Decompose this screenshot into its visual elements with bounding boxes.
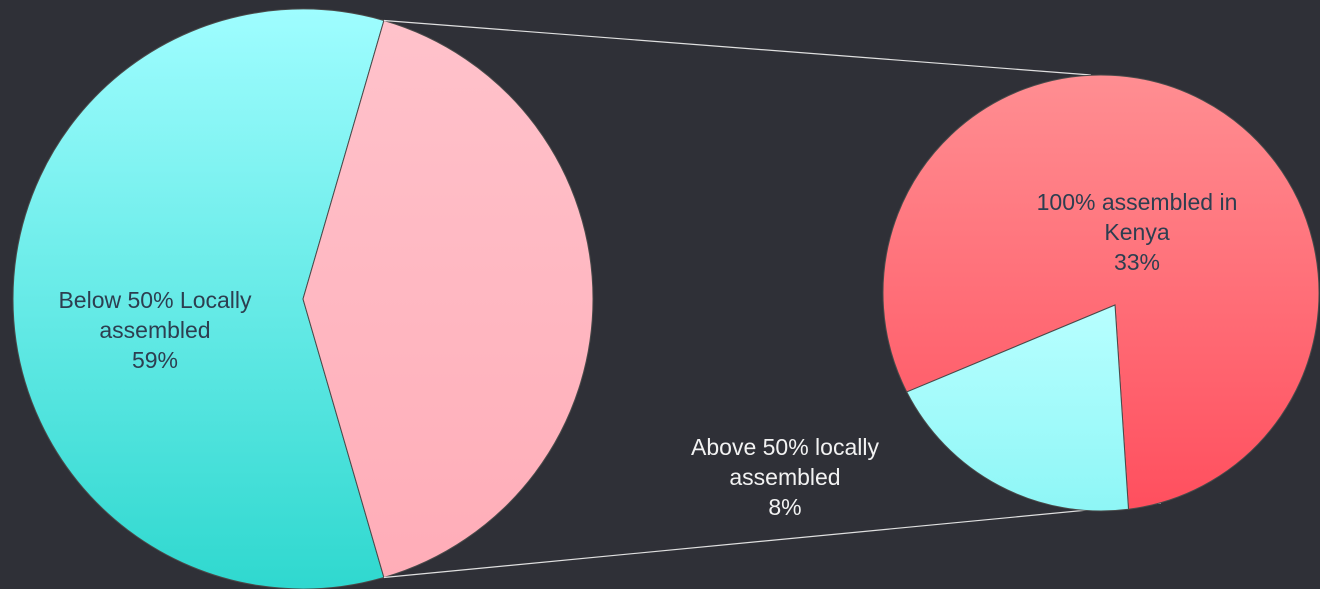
slice-label-2: Above 50% locally assembled 8%: [691, 434, 879, 520]
slice-category-label: 100% assembled in: [1037, 189, 1238, 215]
main-slice-other: [302, 19, 594, 579]
data-labels: Below 50% Locally assembled 59% 100% assemb…: [58, 189, 1237, 520]
slice-value-label: 33%: [1114, 249, 1160, 275]
secondary-pie: [882, 74, 1320, 512]
main-pie: [12, 8, 594, 589]
slice-label-0: Below 50% Locally assembled 59%: [58, 287, 252, 373]
slice-category-label: Above 50% locally: [691, 434, 879, 460]
connector-lines: [383, 19, 1162, 579]
connector-bottom: [383, 502, 1162, 579]
slice-category-label: Below 50% Locally: [58, 287, 252, 313]
connector-top: [383, 19, 1092, 76]
slice-category-label: Kenya: [1104, 219, 1169, 245]
slice-category-label: assembled: [729, 464, 840, 490]
secondary-slice-small: [906, 304, 1130, 512]
slice-value-label: 8%: [768, 494, 801, 520]
slice-category-label: assembled: [99, 317, 210, 343]
main-slice-0: [12, 8, 385, 589]
secondary-slice-0: [882, 74, 1320, 510]
slice-value-label: 59%: [132, 347, 178, 373]
slice-label-1: 100% assembled in Kenya 33%: [1037, 189, 1238, 275]
